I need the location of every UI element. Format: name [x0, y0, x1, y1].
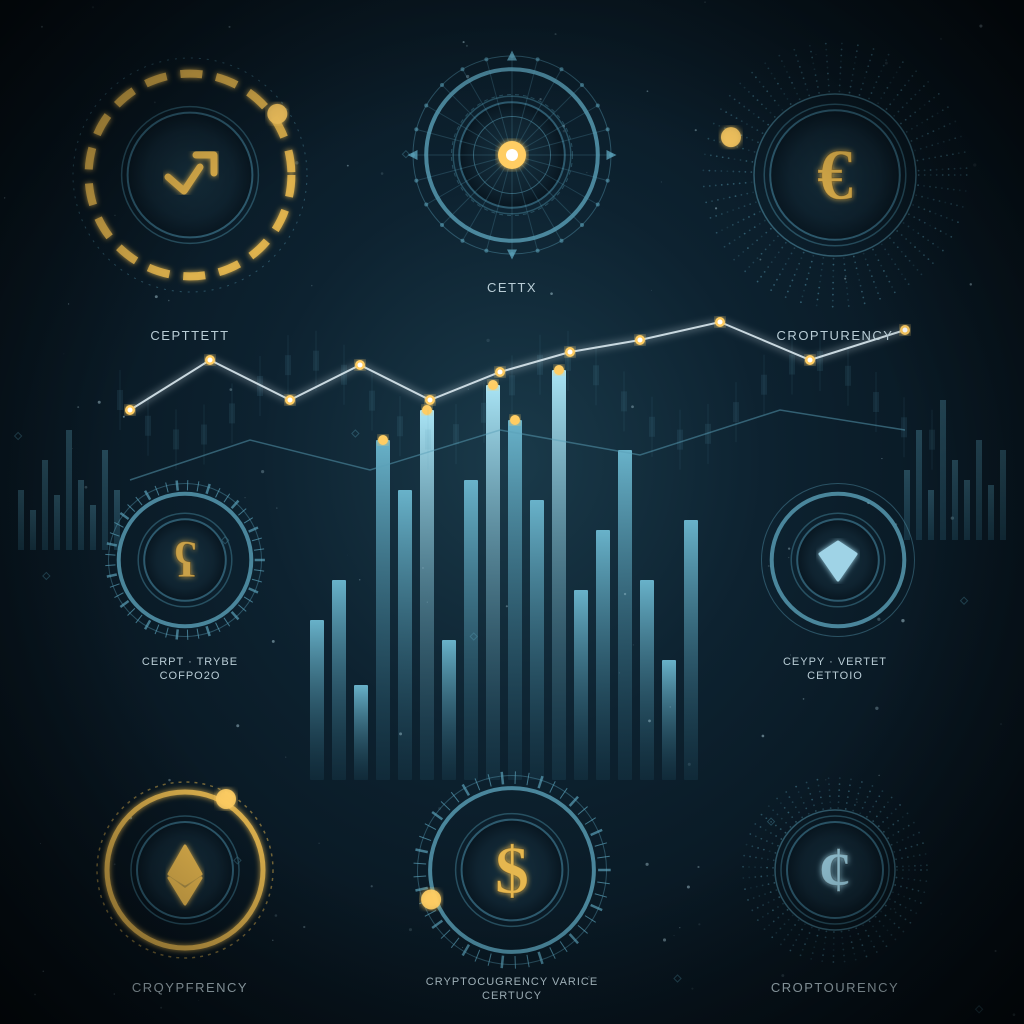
badge-b6	[85, 770, 285, 970]
badge-b7: $$	[407, 765, 617, 975]
svg-text:¢: ¢	[819, 834, 852, 907]
badge-b8: ¢¢	[735, 770, 935, 970]
svg-text:ʕ: ʕ	[174, 532, 196, 588]
svg-text:ʕ: ʕ	[174, 532, 196, 588]
particle-layer	[0, 0, 1024, 1024]
label-l7: CRYPTOCUGRENCY VARICECERTUCY	[426, 975, 598, 1004]
svg-text:¢: ¢	[819, 834, 852, 907]
svg-text:$: $	[495, 832, 529, 908]
svg-text:$: $	[495, 832, 529, 908]
side-bars-left	[18, 430, 120, 550]
label-l6: CRQYPFRENCY	[132, 980, 248, 995]
side-bars-right	[904, 400, 1006, 540]
badge-b2	[402, 45, 622, 265]
label-l4: CERPT · TRYBECOFPO2O	[142, 655, 238, 684]
badge-b3: €€	[700, 40, 970, 310]
badge-b4: ʕʕ	[100, 475, 270, 645]
badge-b1	[60, 45, 320, 305]
market-chart	[0, 0, 1024, 1024]
label-l3: CROPTURENCY	[777, 328, 894, 343]
label-l5: CEYPY · VERTETCETTOIO	[783, 655, 887, 684]
badge-b5	[753, 475, 923, 645]
label-l8: CROPTOURENCY	[771, 980, 899, 995]
badges-layer: €€ ʕʕ $$ ¢¢	[0, 0, 1024, 1024]
label-l1: CEPTTETT	[150, 328, 229, 343]
svg-text:€: €	[817, 135, 853, 215]
label-l2: CETTX	[487, 280, 537, 295]
svg-text:€: €	[817, 135, 853, 215]
